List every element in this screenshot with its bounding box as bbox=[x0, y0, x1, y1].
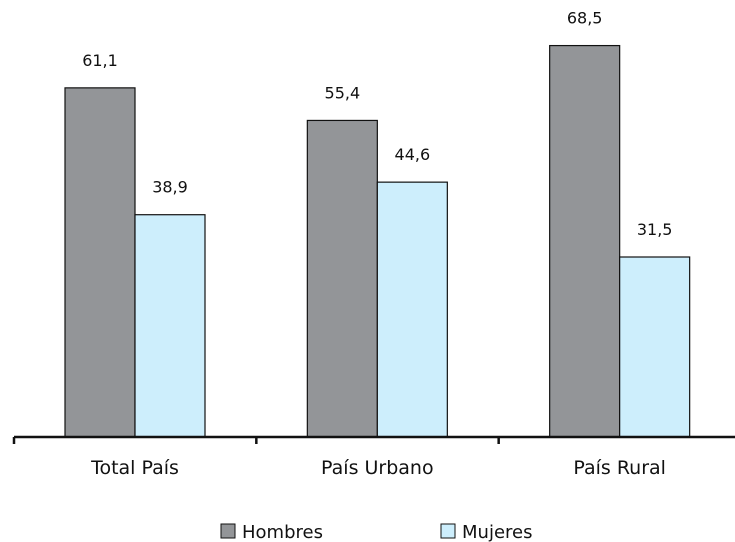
legend-label-mujeres: Mujeres bbox=[462, 522, 532, 542]
category-labels-layer: Total País País Urbano País Rural bbox=[90, 457, 666, 479]
category-label-total-pais: Total País bbox=[90, 457, 179, 479]
bars-layer bbox=[64, 44, 691, 438]
bar-mujeres-pais-urbano bbox=[376, 181, 448, 438]
bar-mujeres-pais-rural bbox=[619, 256, 691, 438]
value-label-hombres-pais-urbano: 55,4 bbox=[325, 83, 361, 102]
bar-hombres-total-pais bbox=[64, 87, 136, 438]
bar-mujeres-total-pais bbox=[134, 214, 206, 438]
value-label-hombres-pais-rural: 68,5 bbox=[567, 9, 603, 28]
value-label-mujeres-pais-rural: 31,5 bbox=[637, 220, 673, 239]
value-labels-layer: 61,1 38,9 55,4 44,6 68,5 31,5 bbox=[82, 9, 672, 239]
x-axis bbox=[12, 435, 735, 444]
value-label-mujeres-pais-urbano: 44,6 bbox=[395, 145, 431, 164]
bar-hombres-pais-urbano bbox=[306, 119, 378, 438]
category-label-pais-urbano: País Urbano bbox=[321, 457, 434, 479]
category-label-pais-rural: País Rural bbox=[573, 457, 666, 479]
value-label-mujeres-total-pais: 38,9 bbox=[152, 178, 188, 197]
bar-hombres-pais-rural bbox=[549, 44, 621, 438]
legend-swatch-hombres bbox=[220, 523, 236, 539]
legend-label-hombres: Hombres bbox=[242, 522, 323, 542]
legend: Hombres Mujeres bbox=[220, 522, 532, 542]
value-label-hombres-total-pais: 61,1 bbox=[82, 51, 118, 70]
legend-swatch-mujeres bbox=[440, 523, 456, 539]
